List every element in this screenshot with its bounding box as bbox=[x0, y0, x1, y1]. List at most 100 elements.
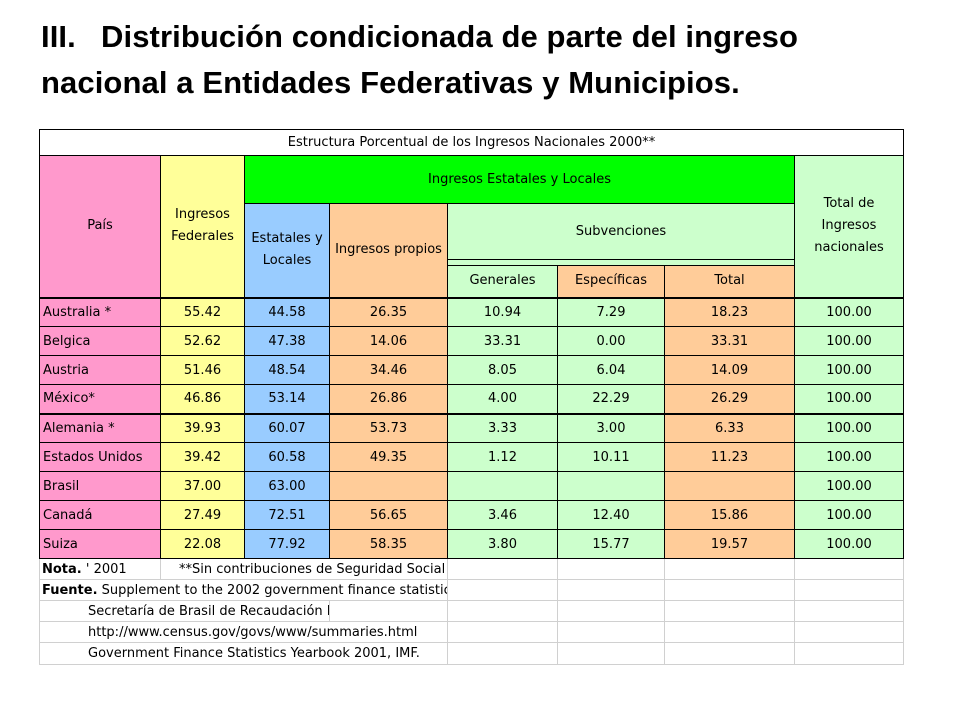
cell-generales: 4.00 bbox=[447, 384, 558, 414]
empty-cell bbox=[557, 558, 665, 580]
header-estatales-group: Ingresos Estatales y Locales bbox=[244, 155, 795, 204]
cell-total-nacionales: 100.00 bbox=[794, 296, 904, 327]
table-row: Belgica 52.62 47.38 14.06 33.31 0.00 33.31 100.… bbox=[39, 326, 904, 356]
fuente-brasil: Secretaría de Brasil de Recaudación Fisc… bbox=[39, 600, 330, 622]
empty-cell bbox=[557, 600, 665, 622]
empty-cell bbox=[447, 600, 558, 622]
header-federales: Ingresos Federales bbox=[160, 155, 245, 298]
cell-total: 26.29 bbox=[664, 384, 795, 414]
cell-generales: 33.31 bbox=[447, 326, 558, 356]
cell-propios: 26.86 bbox=[329, 384, 448, 414]
cell-estatales: 60.07 bbox=[244, 412, 330, 443]
cell-total-nacionales: 100.00 bbox=[794, 442, 904, 472]
cell-propios: 14.06 bbox=[329, 326, 448, 356]
cell-especificas bbox=[557, 471, 665, 501]
cell-total: 33.31 bbox=[664, 326, 795, 356]
table-row: Alemania * 39.93 60.07 53.73 3.33 3.00 6.33 100… bbox=[39, 412, 904, 443]
cell-federales: 39.93 bbox=[160, 412, 245, 443]
cell-total bbox=[664, 471, 795, 501]
cell-federales: 27.49 bbox=[160, 500, 245, 530]
empty-cell bbox=[794, 621, 904, 643]
cell-especificas: 15.77 bbox=[557, 529, 665, 559]
cell-federales: 22.08 bbox=[160, 529, 245, 559]
cell-federales: 52.62 bbox=[160, 326, 245, 356]
cell-total-nacionales: 100.00 bbox=[794, 384, 904, 414]
slide-title: III. Distribución condicionada de parte d… bbox=[41, 14, 941, 106]
cell-estatales: 63.00 bbox=[244, 471, 330, 501]
fuente-cell: Fuente. Supplement to the 2002 governmen… bbox=[39, 579, 448, 601]
cell-total: 15.86 bbox=[664, 500, 795, 530]
cell-country: Canadá bbox=[39, 500, 161, 530]
empty-cell bbox=[447, 642, 558, 665]
cell-propios: 26.35 bbox=[329, 296, 448, 327]
cell-country: Austria bbox=[39, 355, 161, 385]
cell-especificas: 0.00 bbox=[557, 326, 665, 356]
title-line-2: nacional a Entidades Federativas y Munic… bbox=[41, 65, 740, 100]
header-federales-line1: Ingresos bbox=[175, 207, 230, 223]
header-total-nac-line2: Ingresos bbox=[821, 218, 877, 234]
empty-cell bbox=[664, 600, 795, 622]
cell-estatales: 72.51 bbox=[244, 500, 330, 530]
cell-federales: 37.00 bbox=[160, 471, 245, 501]
cell-estatales: 47.38 bbox=[244, 326, 330, 356]
cell-country: Estados Unidos bbox=[39, 442, 161, 472]
header-estatales-locales: Estatales y Locales bbox=[244, 203, 330, 298]
header-subvenciones-spacer bbox=[447, 259, 795, 266]
header-ingresos-propios: Ingresos propios bbox=[329, 203, 448, 298]
cell-total: 6.33 bbox=[664, 412, 795, 443]
cell-federales: 46.86 bbox=[160, 384, 245, 414]
cell-estatales: 60.58 bbox=[244, 442, 330, 472]
header-total-nac-line1: Total de bbox=[823, 196, 875, 212]
cell-total-nacionales: 100.00 bbox=[794, 471, 904, 501]
cell-total-nacionales: 100.00 bbox=[794, 412, 904, 443]
cell-country: Alemania * bbox=[39, 412, 161, 443]
title-line-1: Distribución condicionada de parte del i… bbox=[101, 19, 799, 54]
table-row: Suiza 22.08 77.92 58.35 3.80 15.77 19.57 100.00 bbox=[39, 529, 904, 559]
cell-estatales: 48.54 bbox=[244, 355, 330, 385]
table-row: Australia * 55.42 44.58 26.35 10.94 7.29 18.23… bbox=[39, 296, 904, 327]
cell-especificas: 22.29 bbox=[557, 384, 665, 414]
cell-propios: 49.35 bbox=[329, 442, 448, 472]
cell-total: 11.23 bbox=[664, 442, 795, 472]
cell-estatales: 53.14 bbox=[244, 384, 330, 414]
cell-especificas: 7.29 bbox=[557, 296, 665, 327]
note-label-cell: Nota. ' 2001 bbox=[39, 558, 161, 580]
empty-cell bbox=[794, 558, 904, 580]
cell-generales: 10.94 bbox=[447, 296, 558, 327]
cell-total: 18.23 bbox=[664, 296, 795, 327]
empty-cell bbox=[794, 600, 904, 622]
fuente-text: Supplement to the 2002 government financ… bbox=[101, 582, 447, 598]
spreadsheet-table-container: Estructura Porcentual de los Ingresos Na… bbox=[39, 129, 904, 693]
header-generales: Generales bbox=[447, 265, 558, 298]
table-row: Canadá 27.49 72.51 56.65 3.46 12.40 15.86 100.0… bbox=[39, 500, 904, 530]
cell-generales: 3.46 bbox=[447, 500, 558, 530]
empty-cell bbox=[557, 579, 665, 601]
cell-especificas: 12.40 bbox=[557, 500, 665, 530]
fuente-imf-yearbook: Government Finance Statistics Yearbook 2… bbox=[39, 642, 448, 665]
table-data-rows: Australia * 55.42 44.58 26.35 10.94 7.29 18.23… bbox=[39, 296, 904, 559]
table-row: Brasil 37.00 63.00 100.00 bbox=[39, 471, 904, 501]
cell-federales: 39.42 bbox=[160, 442, 245, 472]
empty-cell bbox=[329, 600, 448, 622]
table-row: México* 46.86 53.14 26.86 4.00 22.29 26.29 100.… bbox=[39, 384, 904, 414]
cell-generales: 3.33 bbox=[447, 412, 558, 443]
header-total-nacionales: Total de Ingresos nacionales bbox=[794, 155, 904, 298]
table-row: Austria 51.46 48.54 34.46 8.05 6.04 14.09 100.0… bbox=[39, 355, 904, 385]
cell-generales: 3.80 bbox=[447, 529, 558, 559]
cell-propios: 34.46 bbox=[329, 355, 448, 385]
cell-especificas: 3.00 bbox=[557, 412, 665, 443]
fuente-label: Fuente. bbox=[42, 582, 98, 598]
cell-propios: 58.35 bbox=[329, 529, 448, 559]
cell-generales: 1.12 bbox=[447, 442, 558, 472]
header-estatales-line2: Locales bbox=[262, 253, 312, 269]
cell-country: Australia * bbox=[39, 296, 161, 327]
cell-country: Suiza bbox=[39, 529, 161, 559]
cell-propios bbox=[329, 471, 448, 501]
nota-text: ' 2001 bbox=[81, 561, 127, 577]
empty-cell bbox=[447, 621, 558, 643]
cell-generales bbox=[447, 471, 558, 501]
empty-cell bbox=[557, 621, 665, 643]
empty-cell bbox=[447, 558, 558, 580]
empty-cell bbox=[794, 579, 904, 601]
title-number: III. bbox=[41, 19, 76, 54]
